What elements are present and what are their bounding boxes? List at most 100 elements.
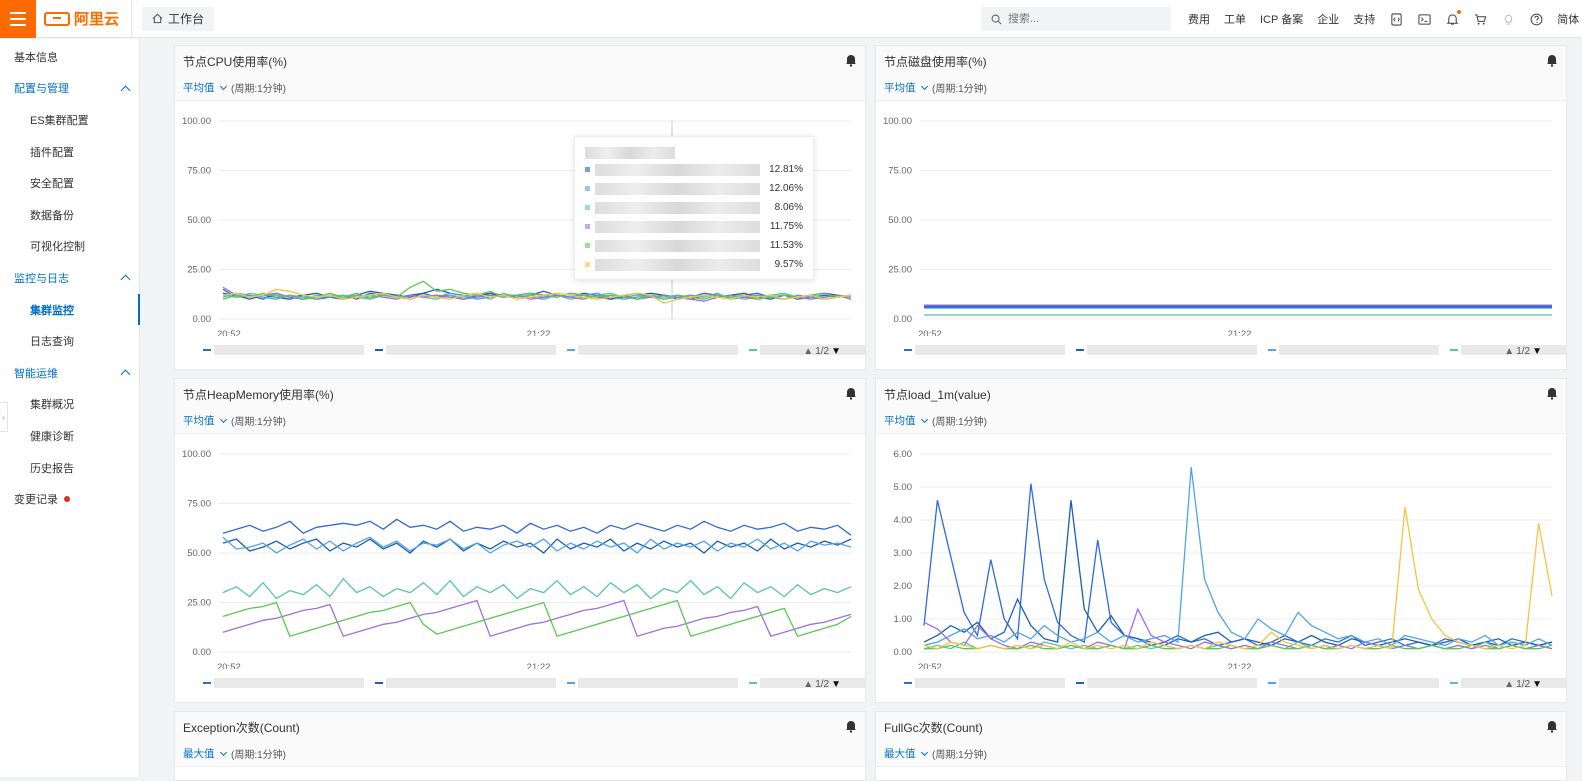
link-billing[interactable]: 费用 <box>1188 14 1210 26</box>
panel-title: Exception次数(Count) <box>183 721 300 735</box>
tooltip-host <box>595 221 760 233</box>
sidebar-item-label: 基本信息 <box>14 51 58 64</box>
legend-swatch <box>904 682 912 684</box>
aggregation-select[interactable]: 平均值 <box>884 80 928 95</box>
series-line[interactable] <box>923 506 1553 650</box>
terminal-icon[interactable] <box>1417 12 1431 26</box>
aggregation-select[interactable]: 平均值 <box>183 413 227 428</box>
y-tick-label: 2.00 <box>894 581 913 592</box>
sidebar-item-cluster-overview[interactable]: 集群概况 <box>0 389 139 421</box>
chart-panel: 节点HeapMemory使用率(%) 平均值 (周期:1分钟) 0.00 25.00 50… <box>174 378 866 703</box>
tooltip-swatch <box>585 262 590 267</box>
sidebar-item-change-log[interactable]: 变更记录 <box>0 483 139 515</box>
legend-pager[interactable]: ▲ 1/2 ▼ <box>803 346 841 357</box>
help-icon[interactable] <box>1529 12 1543 26</box>
sidebar-item-health-check[interactable]: 健康诊断 <box>0 420 139 452</box>
triangle-down-icon[interactable]: ▼ <box>831 679 841 690</box>
aliyun-logo[interactable]: 阿里云 <box>44 0 133 38</box>
sidebar-item-visualization[interactable]: 可视化控制 <box>0 231 139 263</box>
sidebar-item-security[interactable]: 安全配置 <box>0 167 139 199</box>
tooltip-swatch <box>585 205 590 210</box>
triangle-down-icon[interactable]: ▼ <box>1532 679 1542 690</box>
panel-header: 节点磁盘使用率(%) 平均值 (周期:1分钟) <box>876 46 1566 101</box>
link-ticket[interactable]: 工单 <box>1224 14 1246 26</box>
legend[interactable] <box>904 678 1566 688</box>
sidebar-item-basic-info[interactable]: 基本信息 <box>0 41 139 73</box>
sidebar-collapse-handle[interactable]: › <box>0 402 8 432</box>
sidebar-group-monitoring[interactable]: 监控与日志 <box>0 262 139 294</box>
sidebar-item-log-query[interactable]: 日志查询 <box>0 325 139 357</box>
aggregation-select[interactable]: 平均值 <box>884 413 928 428</box>
chart-panel: 节点CPU使用率(%) 平均值 (周期:1分钟) 0.00 25.00 50.00 75.0… <box>174 45 866 370</box>
series-line[interactable] <box>222 538 852 554</box>
legend-swatch <box>375 682 383 684</box>
cart-icon[interactable] <box>1473 12 1487 26</box>
workbench-button[interactable]: 工作台 <box>142 6 215 31</box>
y-tick-label: 3.00 <box>894 548 913 559</box>
series-line[interactable] <box>222 599 852 637</box>
series-line[interactable] <box>222 599 852 637</box>
legend-entry <box>386 345 556 355</box>
triangle-down-icon[interactable]: ▼ <box>831 346 841 357</box>
code-icon[interactable] <box>1389 12 1403 26</box>
legend-pager[interactable]: ▲ 1/2 ▼ <box>1504 679 1542 690</box>
series-line[interactable] <box>222 536 852 554</box>
legend-entry <box>915 345 1065 355</box>
bell-icon[interactable] <box>1445 10 1462 26</box>
legend[interactable] <box>203 345 865 355</box>
legend-entry <box>214 345 364 355</box>
aggregation-select[interactable]: 最大值 <box>183 746 227 761</box>
language-switch[interactable]: 简体 <box>1557 14 1580 26</box>
sidebar-group-config[interactable]: 配置与管理 <box>0 73 139 105</box>
sidebar-item-cluster-monitor[interactable]: 集群监控 <box>0 293 140 326</box>
legend-swatch <box>904 349 912 351</box>
series-line[interactable] <box>923 483 1553 647</box>
link-enterprise[interactable]: 企业 <box>1317 14 1340 26</box>
legend-swatch <box>1450 682 1458 684</box>
sidebar-item-es-config[interactable]: ES集群配置 <box>0 104 139 136</box>
legend-entry <box>760 345 865 355</box>
bulb-icon[interactable] <box>1501 12 1515 26</box>
sidebar-item-history-report[interactable]: 历史报告 <box>0 452 139 484</box>
aggregation-select[interactable]: 最大值 <box>884 746 928 761</box>
legend[interactable] <box>203 678 865 688</box>
aggregation-label: 平均值 <box>183 82 215 94</box>
y-tick-label: 75.00 <box>187 499 211 510</box>
legend-entry <box>386 678 556 688</box>
aggregation-select[interactable]: 平均值 <box>183 80 227 95</box>
search-box[interactable] <box>981 7 1171 31</box>
triangle-up-icon[interactable]: ▲ <box>803 679 814 690</box>
panel-title: 节点CPU使用率(%) <box>183 55 287 69</box>
sidebar-item-backup[interactable]: 数据备份 <box>0 199 139 231</box>
sidebar-item-plugins[interactable]: 插件配置 <box>0 136 139 168</box>
alarm-bell-icon[interactable] <box>1546 386 1558 400</box>
series-line[interactable] <box>222 518 852 536</box>
triangle-up-icon[interactable]: ▲ <box>1504 346 1515 357</box>
series-line[interactable] <box>923 500 1553 647</box>
alarm-bell-icon[interactable] <box>1546 53 1558 67</box>
series-line[interactable] <box>923 467 1553 647</box>
series-line[interactable] <box>222 577 852 600</box>
sidebar-item-label: ES集群配置 <box>30 114 89 127</box>
triangle-down-icon[interactable]: ▼ <box>1532 346 1542 357</box>
sidebar-group-smart-ops[interactable]: 智能运维 <box>0 357 139 389</box>
legend-pager[interactable]: ▲ 1/2 ▼ <box>803 679 841 690</box>
link-support[interactable]: 支持 <box>1353 14 1376 26</box>
search-input[interactable] <box>1008 13 1158 25</box>
alarm-bell-icon[interactable] <box>845 53 857 67</box>
y-tick-label: 100.00 <box>182 116 211 127</box>
legend[interactable] <box>904 345 1566 355</box>
menu-icon[interactable] <box>0 0 36 38</box>
pager-label: 1/2 <box>1516 679 1531 690</box>
y-tick-label: 100.00 <box>182 449 211 460</box>
triangle-up-icon[interactable]: ▲ <box>803 346 814 357</box>
series-line[interactable] <box>222 288 852 304</box>
chart-panel: 节点load_1m(value) 平均值 (周期:1分钟) 0.00 1.00 2.00 3… <box>875 378 1567 703</box>
alarm-bell-icon[interactable] <box>845 386 857 400</box>
alarm-bell-icon[interactable] <box>845 719 857 733</box>
legend-pager[interactable]: ▲ 1/2 ▼ <box>1504 346 1542 357</box>
panel-title: 节点HeapMemory使用率(%) <box>183 388 334 402</box>
link-icp[interactable]: ICP 备案 <box>1260 14 1304 26</box>
alarm-bell-icon[interactable] <box>1546 719 1558 733</box>
triangle-up-icon[interactable]: ▲ <box>1504 679 1515 690</box>
